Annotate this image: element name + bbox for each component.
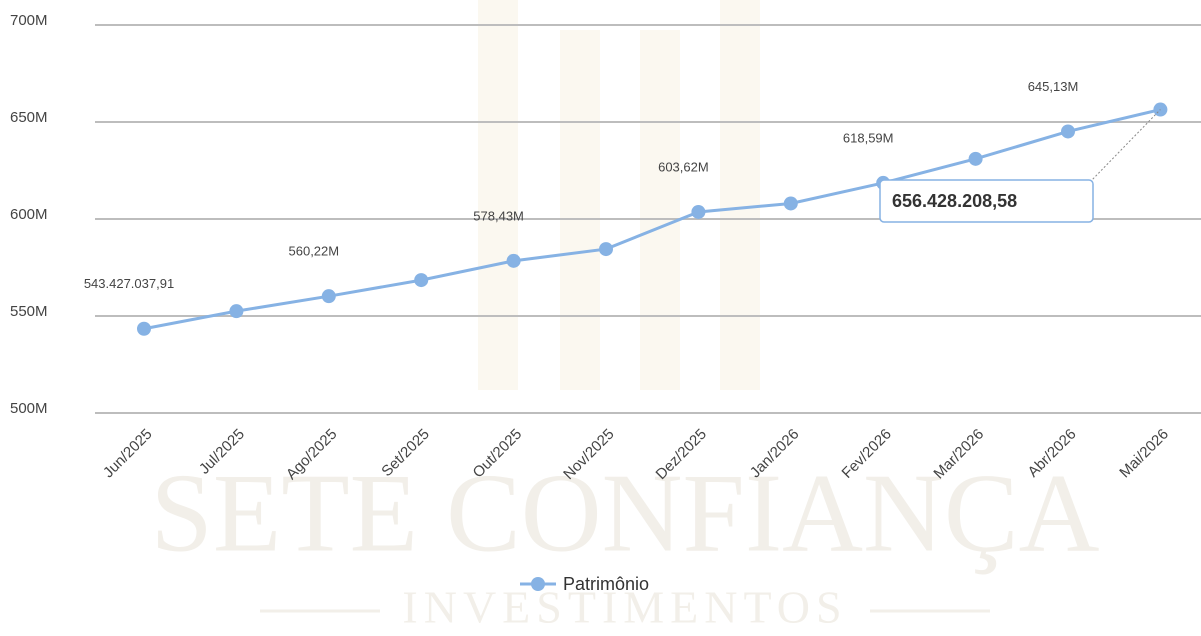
y-tick-label: 500M [10, 400, 48, 417]
data-point [599, 242, 613, 257]
data-label: 603,62M [658, 159, 709, 174]
data-point [691, 204, 706, 219]
watermark-subtitle: INVESTIMENTOS [402, 582, 847, 633]
tooltip [879, 179, 1094, 223]
watermark-logo [720, 0, 760, 390]
legend-marker [531, 577, 545, 591]
x-tick-label: Jun/2025 [100, 426, 156, 482]
data-point [506, 253, 521, 268]
data-label: 645,13M [1028, 79, 1079, 94]
data-point [321, 289, 336, 304]
watermark-logo [640, 30, 680, 390]
data-label: 618,59M [843, 130, 894, 145]
series-line [143, 108, 1161, 331]
data-point [1061, 124, 1075, 139]
x-tick-label: Mai/2026 [1116, 426, 1172, 482]
data-label: 578,43M [473, 208, 524, 223]
data-label: 560,22M [289, 244, 340, 259]
data-point [137, 321, 151, 336]
data-label: 543.427.037,91 [84, 276, 174, 291]
data-point [968, 151, 983, 166]
tooltip-leader [1089, 109, 1161, 183]
legend-item: Patrimônio [520, 574, 649, 594]
watermark-title: SETE CONFIANÇA [151, 452, 1100, 576]
y-tick-label: 600M [10, 206, 48, 223]
data-point [783, 196, 798, 211]
y-tick-label: 550M [10, 303, 48, 320]
data-point [414, 273, 429, 288]
y-tick-label: 650M [10, 109, 48, 126]
tooltip-label: 656.428.208,58 [892, 191, 1017, 211]
data-point [229, 304, 244, 319]
watermark-logo [478, 0, 518, 390]
y-tick-label: 700M [10, 12, 48, 29]
legend-label: Patrimônio [563, 574, 649, 594]
watermark-logo [560, 30, 600, 390]
watermark: SETE CONFIANÇA INVESTIMENTOS [151, 0, 1100, 633]
